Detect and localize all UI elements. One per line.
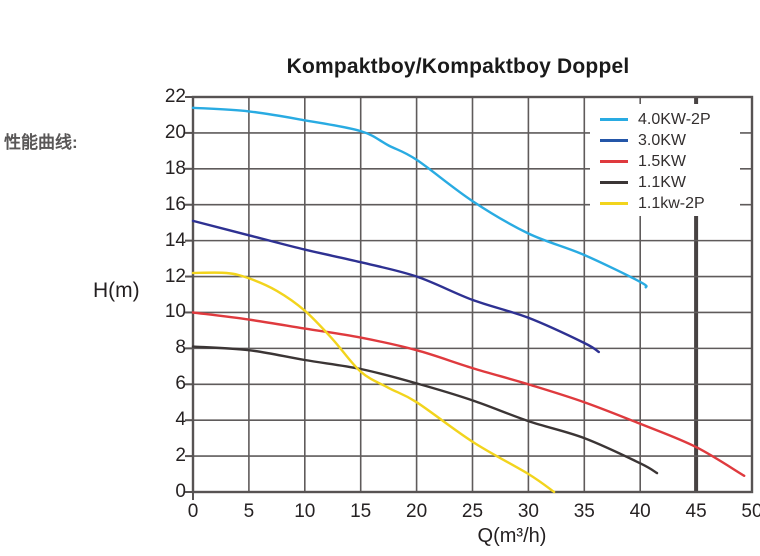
y-tick-label: 8 bbox=[175, 337, 186, 359]
y-tick-label: 22 bbox=[164, 86, 186, 107]
legend-label: 1.1kw-2P bbox=[638, 194, 705, 212]
curve-3.0KW bbox=[191, 219, 600, 354]
curve-1.5KW bbox=[191, 311, 746, 477]
y-tick-label: 6 bbox=[175, 373, 186, 395]
x-tick-label: 45 bbox=[685, 501, 707, 522]
legend-item: 1.1kw-2P bbox=[590, 193, 740, 214]
side-label: 性能曲线: bbox=[4, 133, 78, 152]
legend-line-icon bbox=[600, 202, 628, 205]
legend-item: 1.5KW bbox=[590, 151, 740, 172]
legend: 4.0KW-2P 3.0KW 1.5KW 1.1KW 1.1kw-2P bbox=[590, 104, 740, 216]
legend-label: 3.0KW bbox=[638, 131, 687, 149]
chart-title: Kompaktboy/Kompaktboy Doppel bbox=[286, 55, 630, 78]
y-tick-label: 10 bbox=[164, 301, 186, 323]
legend-label: 1.1KW bbox=[638, 173, 687, 191]
x-tick-label: 10 bbox=[294, 501, 316, 522]
legend-label: 1.5KW bbox=[638, 152, 687, 170]
plot-border bbox=[191, 95, 754, 494]
x-tick-label: 25 bbox=[461, 501, 484, 522]
x-tick-label: 30 bbox=[517, 501, 539, 522]
y-tick-label: 18 bbox=[164, 157, 186, 179]
x-axis-label: Q(m³/h) bbox=[477, 525, 547, 547]
y-tick-label: 4 bbox=[175, 409, 186, 431]
x-tick-label: 20 bbox=[406, 501, 428, 522]
legend-line-icon bbox=[600, 139, 628, 142]
y-axis-label: H(m) bbox=[93, 279, 140, 302]
legend-item: 1.1KW bbox=[590, 172, 740, 193]
legend-line-icon bbox=[600, 160, 628, 163]
legend-line-icon bbox=[600, 118, 628, 121]
y-tick-label: 12 bbox=[164, 265, 186, 287]
y-tick-label: 0 bbox=[175, 481, 186, 502]
x-tick-label: 0 bbox=[187, 501, 199, 522]
legend-item: 3.0KW bbox=[590, 130, 740, 151]
legend-line-icon bbox=[600, 181, 628, 184]
y-tick-label: 2 bbox=[175, 445, 186, 467]
x-tick-label: 40 bbox=[629, 501, 651, 522]
x-tick-label: 35 bbox=[573, 501, 595, 522]
curve-1.1KW bbox=[191, 345, 659, 475]
x-tick-label: 50 bbox=[741, 501, 760, 522]
curve-1.1kw-2P bbox=[191, 271, 556, 494]
curve-4.0KW-2P bbox=[191, 106, 648, 289]
y-tick-label: 14 bbox=[164, 229, 186, 251]
x-tick-label: 15 bbox=[350, 501, 372, 522]
x-tick-label: 5 bbox=[243, 501, 255, 522]
legend-label: 4.0KW-2P bbox=[638, 110, 711, 128]
legend-item: 4.0KW-2P bbox=[590, 109, 740, 130]
y-tick-label: 20 bbox=[164, 121, 186, 143]
y-tick-label: 16 bbox=[164, 193, 186, 215]
